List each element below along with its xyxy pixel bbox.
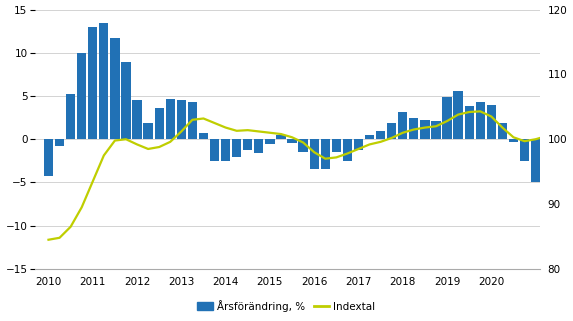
Bar	[365, 135, 374, 139]
Bar	[243, 139, 253, 151]
Bar	[321, 139, 330, 169]
Bar	[221, 139, 230, 161]
Bar	[254, 139, 264, 153]
Bar	[299, 139, 308, 152]
Bar	[431, 121, 441, 139]
Bar	[476, 102, 485, 139]
Bar	[520, 139, 529, 161]
Bar	[176, 100, 186, 139]
Bar	[465, 106, 474, 139]
Bar	[88, 27, 97, 139]
Bar	[531, 139, 540, 182]
Bar	[199, 133, 208, 139]
Bar	[453, 91, 463, 139]
Bar	[110, 38, 120, 139]
Bar	[55, 139, 64, 146]
Bar	[132, 100, 142, 139]
Bar	[66, 94, 75, 139]
Bar	[420, 120, 430, 139]
Bar	[343, 139, 352, 161]
Bar	[232, 139, 241, 157]
Bar	[387, 123, 397, 139]
Bar	[99, 22, 108, 139]
Bar	[498, 123, 507, 139]
Bar	[188, 102, 197, 139]
Bar	[44, 139, 53, 176]
Bar	[276, 135, 285, 139]
Bar	[210, 139, 219, 161]
Bar	[77, 53, 87, 139]
Bar	[398, 112, 407, 139]
Bar	[354, 139, 363, 151]
Bar	[509, 139, 518, 142]
Bar	[166, 99, 175, 139]
Bar	[409, 118, 418, 139]
Bar	[309, 139, 319, 169]
Bar	[486, 105, 496, 139]
Legend: Årsförändring, %, Indextal: Årsförändring, %, Indextal	[193, 296, 380, 316]
Bar	[265, 139, 274, 143]
Bar	[121, 62, 131, 139]
Bar	[288, 139, 297, 143]
Bar	[376, 131, 385, 139]
Bar	[155, 108, 164, 139]
Bar	[143, 123, 153, 139]
Bar	[332, 139, 341, 152]
Bar	[442, 97, 452, 139]
Bar	[542, 139, 551, 174]
